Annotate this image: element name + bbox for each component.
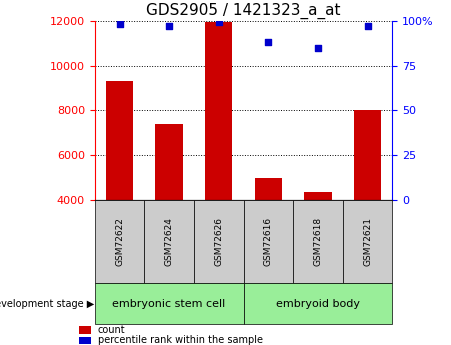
Bar	[255, 178, 282, 200]
Bar	[156, 124, 183, 200]
Text: percentile rank within the sample: percentile rank within the sample	[98, 335, 263, 345]
Bar	[293, 200, 343, 283]
Text: GSM72626: GSM72626	[214, 217, 223, 266]
Point	[166, 23, 173, 29]
Bar	[343, 200, 392, 283]
Text: embryonic stem cell: embryonic stem cell	[112, 299, 226, 308]
Bar	[304, 192, 331, 200]
Text: GSM72621: GSM72621	[363, 217, 372, 266]
Bar	[106, 81, 133, 200]
Bar	[144, 200, 194, 283]
Bar	[244, 200, 293, 283]
Text: GSM72624: GSM72624	[165, 217, 174, 266]
Point	[265, 39, 272, 45]
Text: GSM72616: GSM72616	[264, 217, 273, 266]
Point	[116, 21, 123, 27]
Text: GSM72618: GSM72618	[313, 217, 322, 266]
Bar	[78, 326, 92, 334]
Bar	[95, 200, 144, 283]
Title: GDS2905 / 1421323_a_at: GDS2905 / 1421323_a_at	[146, 3, 341, 19]
Text: count: count	[98, 325, 125, 335]
Bar	[194, 200, 244, 283]
Bar	[205, 22, 232, 200]
Point	[364, 23, 371, 29]
Bar	[78, 337, 92, 344]
Point	[314, 45, 322, 50]
Bar	[354, 110, 381, 200]
Text: GSM72622: GSM72622	[115, 217, 124, 266]
Bar	[95, 283, 244, 324]
Bar	[244, 283, 392, 324]
Text: development stage ▶: development stage ▶	[0, 299, 95, 308]
Text: embryoid body: embryoid body	[276, 299, 360, 308]
Point	[215, 20, 222, 25]
